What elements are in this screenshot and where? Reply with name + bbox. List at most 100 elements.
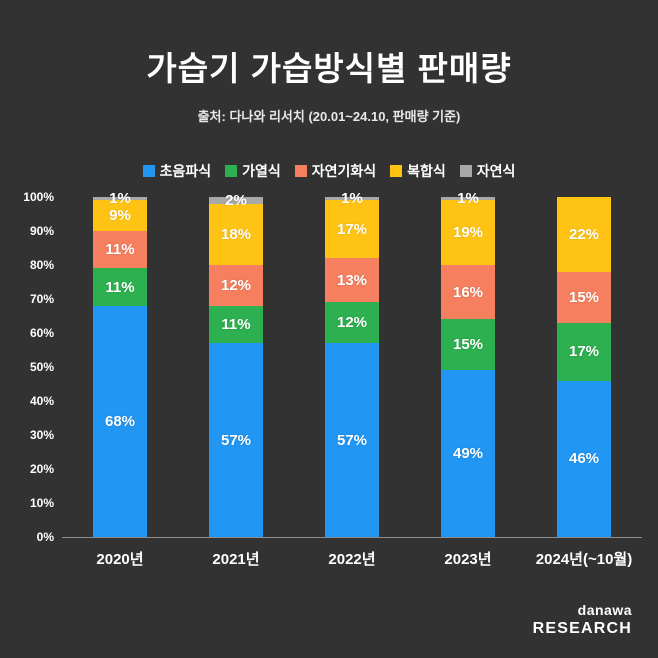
bar-segment[interactable]: 15%	[441, 319, 495, 371]
y-tick-label: 10%	[29, 496, 54, 510]
segment-value-label: 22%	[568, 225, 600, 243]
page-title: 가습기 가습방식별 판매량	[146, 50, 512, 87]
bar-segment[interactable]: 19%	[441, 200, 495, 266]
segment-value-label: 11%	[221, 316, 251, 333]
segment-value-label: 16%	[452, 283, 484, 301]
stacked-bar[interactable]: 46% 17% 15% 22%	[557, 197, 611, 537]
bar-segment[interactable]: 17%	[557, 322, 611, 381]
chart-legend: 초음파식 가열식 자연기화식 복합식 자연식	[0, 161, 658, 181]
logo-research-text: RESEARCH	[532, 619, 632, 637]
x-axis-label: 2023년	[444, 551, 492, 568]
bar-segment[interactable]: 1%	[93, 191, 147, 206]
legend-swatch	[225, 165, 238, 177]
bar-segment[interactable]: 15%	[557, 271, 611, 323]
segment-value-label: 46%	[568, 450, 600, 468]
stacked-bar[interactable]: 68% 11% 11% 9% 1%	[93, 191, 147, 537]
legend-item: 가열식	[225, 161, 281, 181]
segment-value-label: 19%	[452, 224, 484, 242]
bar-segment[interactable]: 1%	[325, 191, 379, 206]
segment-value-label: 11%	[105, 241, 135, 259]
segment-value-label: 68%	[104, 412, 136, 430]
bar-segment[interactable]: 12%	[325, 302, 379, 344]
segment-value-label: 17%	[568, 343, 600, 361]
bar-segment[interactable]: 9%	[93, 200, 147, 232]
x-axis-label: 2024년(~10월)	[535, 551, 633, 568]
legend-label: 자연기화식	[311, 163, 377, 179]
segment-value-label: 1%	[341, 190, 363, 208]
legend-swatch	[142, 165, 155, 177]
segment-value-label: 1%	[109, 190, 131, 208]
segment-value-label: 15%	[452, 336, 484, 354]
legend-label: 자연식	[476, 163, 516, 179]
y-tick-label: 80%	[29, 258, 54, 272]
segment-value-label: 57%	[336, 431, 368, 449]
legend-item: 자연식	[459, 161, 516, 181]
legend-label: 복합식	[407, 163, 446, 179]
bar-segment[interactable]: 11%	[93, 231, 147, 269]
stacked-bar[interactable]: 49% 15% 16% 19% 1%	[441, 191, 495, 537]
bar-segment[interactable]: 57%	[325, 343, 379, 537]
y-tick-label: 100%	[23, 190, 54, 204]
bar-segment[interactable]: 11%	[209, 305, 263, 344]
bar-segment[interactable]: 16%	[441, 265, 495, 320]
bar-segment[interactable]: 11%	[93, 268, 147, 306]
y-tick-label: 90%	[29, 224, 54, 238]
segment-value-label: 9%	[109, 207, 131, 225]
y-axis: 100% 90% 80% 70% 60% 50% 40% 30% 20% 10% 0%	[20, 190, 62, 544]
legend-swatch	[459, 165, 472, 177]
logo-danawa-text: danawa	[577, 602, 632, 619]
bar-segment[interactable]: 1%	[441, 191, 495, 206]
bar-segment[interactable]: 68%	[93, 305, 147, 537]
legend-swatch	[390, 165, 403, 177]
x-axis-label: 2022년	[328, 551, 376, 568]
bar-column: 68% 11% 11% 9% 1%	[62, 191, 178, 537]
bar-segment[interactable]: 13%	[325, 258, 379, 303]
y-tick-label: 40%	[29, 394, 54, 408]
legend-label: 초음파식	[159, 163, 212, 179]
bar-column: 57% 11% 12% 18% 2%	[178, 193, 294, 537]
segment-value-label: 18%	[220, 225, 252, 243]
segment-value-label: 17%	[336, 220, 368, 238]
x-axis-label: 2021년	[212, 551, 260, 568]
bar-segment[interactable]: 12%	[209, 265, 263, 306]
bar-column: 57% 12% 13% 17% 1%	[294, 191, 410, 537]
bar-segment[interactable]: 22%	[557, 197, 611, 272]
legend-item: 자연기화식	[294, 161, 377, 181]
bar-column: 46% 17% 15% 22%	[526, 197, 642, 537]
y-tick-label: 30%	[29, 428, 54, 442]
stacked-bar[interactable]: 57% 11% 12% 18% 2%	[209, 193, 263, 537]
bar-segment[interactable]: 17%	[325, 200, 379, 259]
legend-label: 가열식	[242, 163, 281, 179]
stacked-bar[interactable]: 57% 12% 13% 17% 1%	[325, 191, 379, 537]
y-tick-label: 70%	[29, 292, 54, 306]
bar-column: 49% 15% 16% 19% 1%	[410, 191, 526, 537]
bar-segment[interactable]: 49%	[441, 370, 495, 537]
y-tick-label: 20%	[29, 462, 54, 476]
segment-value-label: 15%	[568, 288, 600, 306]
segment-value-label: 2%	[225, 191, 247, 209]
bar-segment[interactable]: 18%	[209, 203, 263, 266]
legend-item: 복합식	[390, 161, 446, 181]
y-tick-label: 50%	[29, 360, 54, 374]
x-axis-label: 2020년	[96, 551, 144, 568]
legend-swatch	[294, 165, 307, 177]
y-tick-label: 0%	[36, 530, 54, 544]
bar-segment[interactable]: 2%	[209, 193, 263, 208]
plot-area: 68% 11% 11% 9% 1% 57% 11% 12% 18% 2% 57% 12% 13% 17% 1…	[62, 191, 642, 538]
danawa-research-logo: danawa RESEARCH	[533, 602, 632, 638]
segment-value-label: 11%	[105, 278, 135, 296]
x-axis: 2020년 2021년 2022년 2023년 2024년(~10월)	[62, 548, 642, 569]
y-tick-label: 60%	[29, 326, 54, 340]
bar-segment[interactable]: 46%	[557, 380, 611, 537]
bar-segment[interactable]: 57%	[209, 343, 263, 537]
legend-item: 초음파식	[142, 161, 212, 181]
segment-value-label: 1%	[457, 190, 479, 208]
segment-value-label: 13%	[336, 271, 368, 289]
segment-value-label: 57%	[220, 431, 252, 449]
segment-value-label: 12%	[220, 276, 252, 294]
segment-value-label: 49%	[452, 445, 484, 463]
segment-value-label: 12%	[336, 314, 368, 332]
stacked-bar-chart: 100% 90% 80% 70% 60% 50% 40% 30% 20% 10% 0% 68% 11%…	[20, 190, 642, 544]
source-subtitle: 출처: 다나와 리서치 (20.01~24.10, 판매량 기준)	[197, 109, 461, 124]
